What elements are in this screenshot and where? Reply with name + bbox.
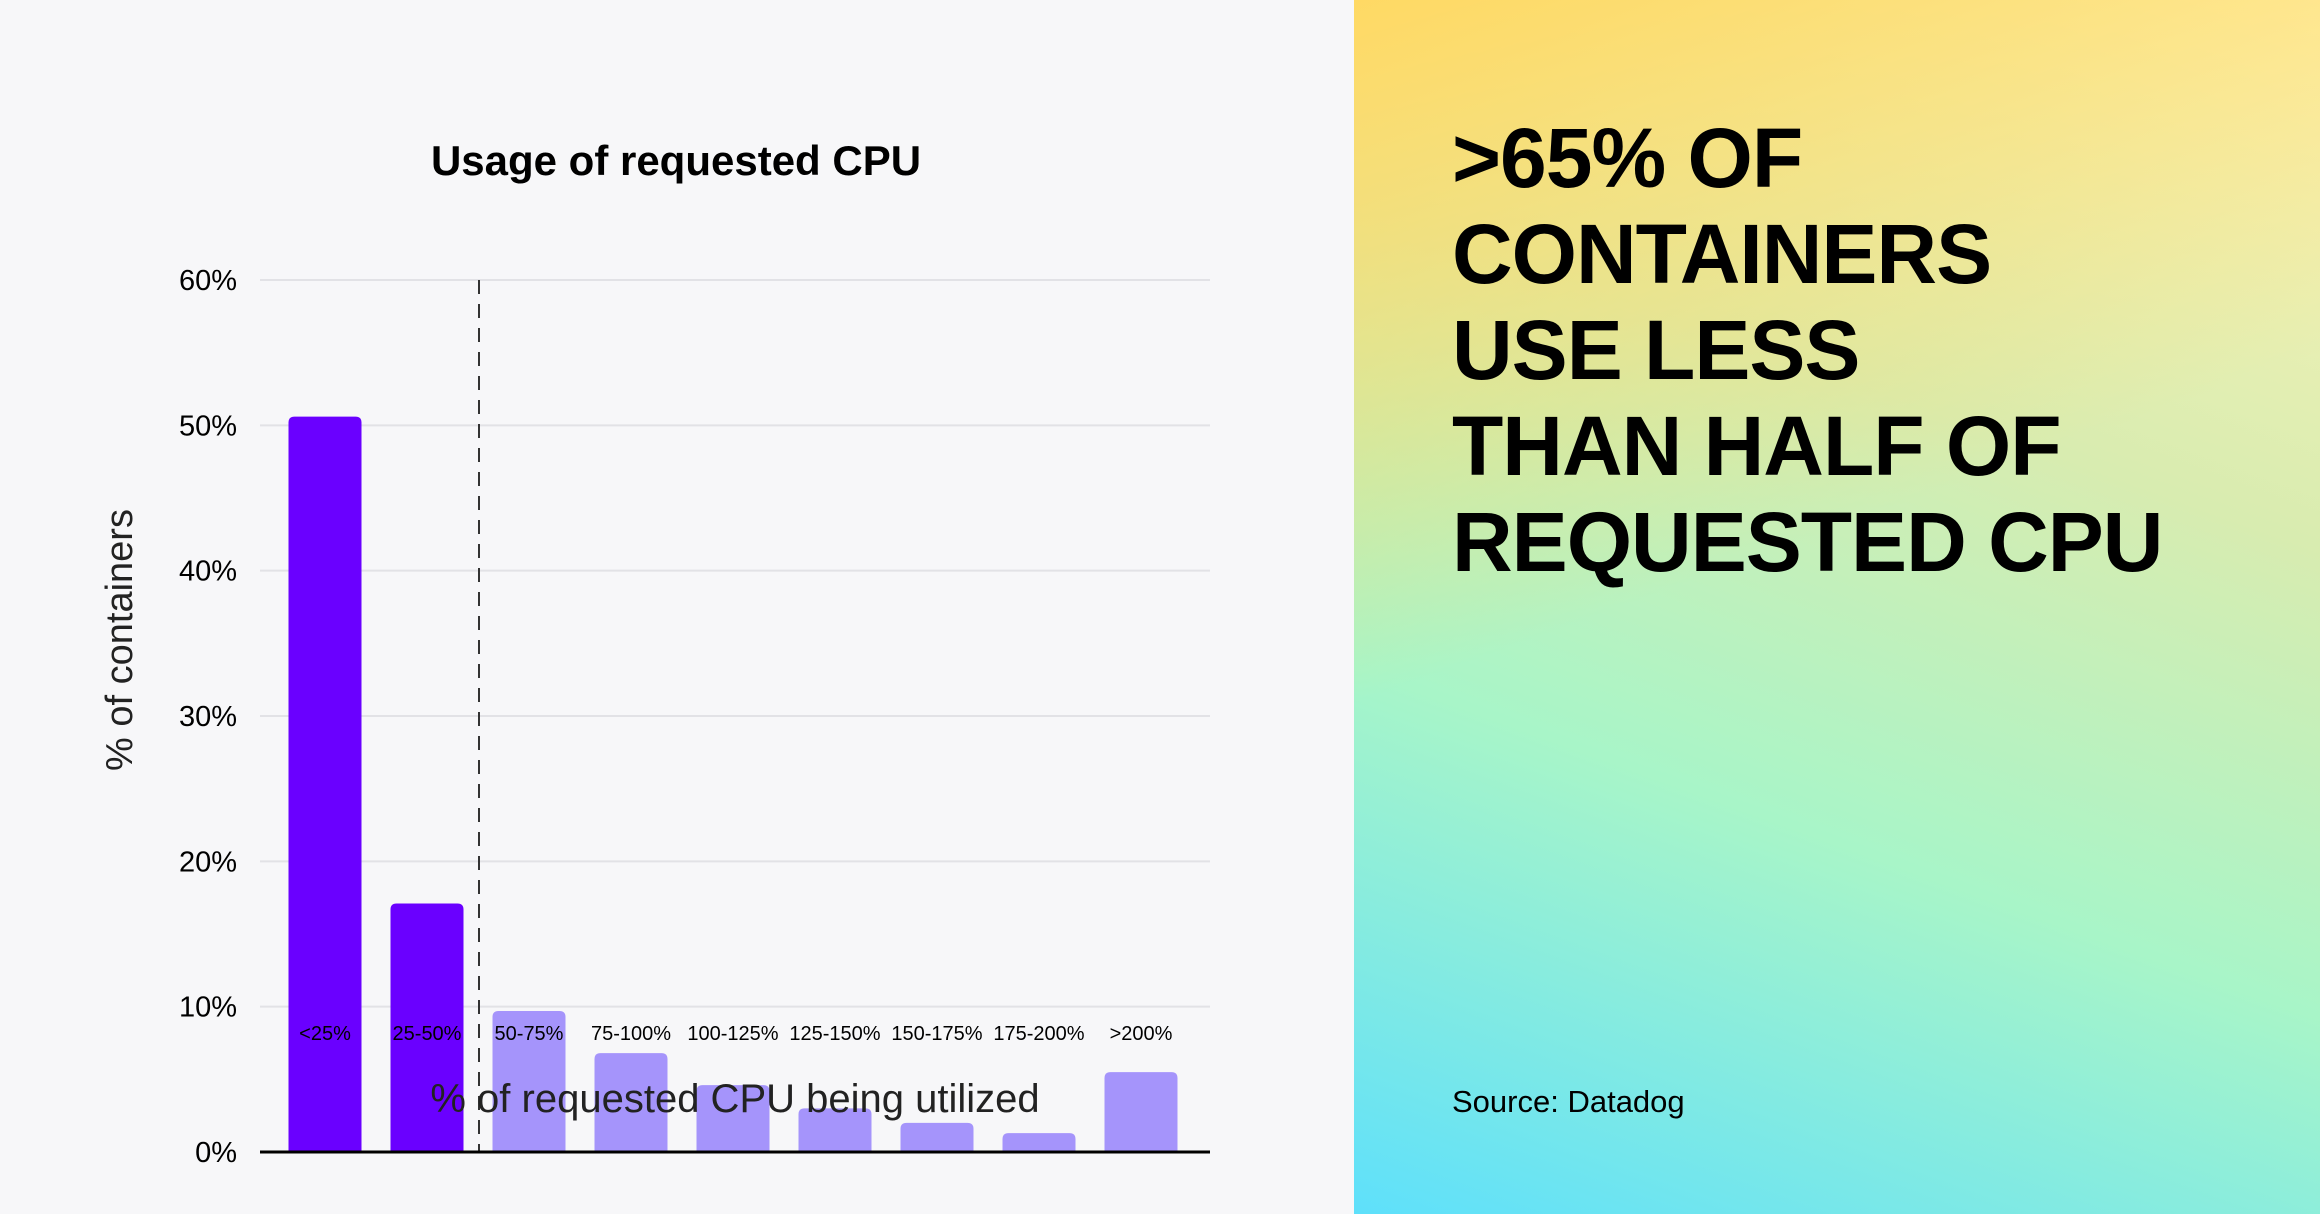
bar [288,416,362,1152]
headline: >65% OF CONTAINERS USE LESS THAN HALF OF… [1452,110,2163,590]
headline-line: CONTAINERS [1452,207,1992,301]
chart-title: Usage of requested CPU [431,137,921,184]
y-tick-label: 50% [179,410,237,442]
bar [1104,1072,1178,1152]
y-axis-label: % of containers [99,509,141,771]
x-tick-label: 150-175% [891,1023,982,1045]
headline-line: >65% OF [1452,111,1803,205]
x-tick-label: 125-150% [789,1023,880,1045]
x-tick-label: 75-100% [591,1023,671,1045]
x-tick-label: >200% [1110,1023,1173,1045]
y-tick-label: 30% [179,701,237,733]
headline-line: REQUESTED CPU [1452,495,2163,589]
x-tick-label: 100-125% [687,1023,778,1045]
bar-chart: Usage of requested CPU <25% 25-50% 50-75% 7… [99,137,1210,1169]
bar [492,1011,566,1152]
bar [1002,1133,1076,1152]
x-tick-label: <25% [299,1023,351,1045]
bar [900,1122,974,1152]
y-tick-label: 0% [195,1137,237,1169]
y-tick-label: 60% [179,265,237,297]
bar [696,1085,770,1152]
headline-line: THAN HALF OF [1452,399,2062,493]
headline-line: USE LESS [1452,303,1860,397]
x-tick-label: 25-50% [393,1023,462,1045]
chart-panel: Usage of requested CPU <25% 25-50% 50-75% 7… [99,137,1210,1169]
y-tick-label: 10% [179,992,237,1024]
x-tick-label: 50-75% [495,1023,564,1045]
x-axis-label: % of requested CPU being utilized [430,1077,1039,1121]
source-note: Source: Datadog [1452,1084,1685,1119]
headline-panel [1354,0,2320,1214]
bar [594,1053,668,1152]
bar [390,903,464,1152]
bar [798,1108,872,1152]
y-tick-label: 20% [179,846,237,878]
y-tick-label: 40% [179,556,237,588]
x-tick-label: 175-200% [993,1023,1084,1045]
